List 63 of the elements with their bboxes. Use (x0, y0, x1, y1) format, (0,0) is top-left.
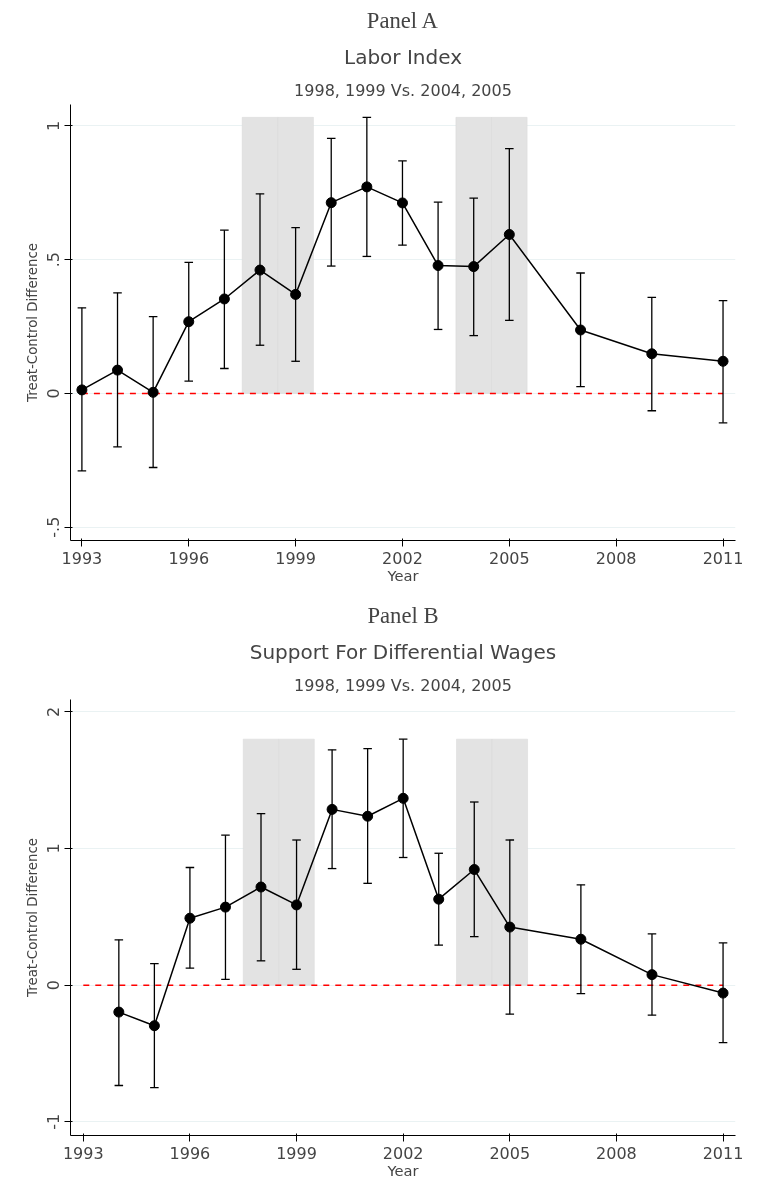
y-tick-label: 1 (44, 120, 64, 131)
x-tick-label: 2005 (488, 548, 530, 568)
x-tick-label: 1999 (276, 1143, 317, 1163)
point (717, 355, 729, 367)
x-tick-label: 2008 (595, 548, 637, 568)
y-axis-title: Treat-Control Difference (24, 838, 40, 998)
x-tick-label: 2008 (596, 1143, 637, 1163)
chart-subtitle: 1998, 1999 Vs. 2004, 2005 (294, 80, 512, 100)
point (468, 864, 480, 876)
point (290, 288, 302, 300)
point (646, 348, 658, 360)
text: Panel B (367, 602, 439, 628)
y-tick-label: 0 (44, 388, 64, 399)
y-tick-label: 2 (44, 706, 64, 717)
x-tick-label: 1996 (168, 548, 210, 568)
chart-title: Labor Index (344, 44, 463, 69)
x-tick-label: 1999 (275, 548, 316, 568)
point (717, 987, 729, 999)
point (291, 899, 303, 911)
point (362, 810, 374, 822)
point (504, 921, 516, 933)
point (219, 901, 231, 913)
chart-title: Support For Differential Wages (249, 639, 557, 664)
point (468, 261, 480, 273)
point (184, 912, 196, 924)
point (218, 293, 230, 305)
point (183, 316, 195, 328)
point (325, 197, 337, 209)
x-tick-label: 2011 (702, 1143, 744, 1163)
x-axis-title: Year (386, 566, 420, 584)
point (326, 803, 338, 815)
point (396, 197, 408, 209)
y-tick-label: 1 (44, 843, 64, 854)
y-tick-label: -1 (44, 1113, 64, 1130)
x-axis-title: Year (386, 1161, 420, 1179)
point (433, 893, 445, 905)
point (397, 792, 409, 804)
point (361, 181, 373, 193)
x-tick-label: 2011 (702, 548, 744, 568)
x-tick-label: 2002 (382, 1143, 424, 1163)
point (254, 264, 266, 276)
point (147, 386, 159, 398)
chart-subtitle: 1998, 1999 Vs. 2004, 2005 (294, 675, 512, 695)
x-tick-label: 1993 (61, 548, 103, 568)
point (113, 1006, 125, 1018)
y-tick-label: -.5 (44, 516, 64, 538)
point (76, 384, 88, 396)
y-tick-label: 0 (44, 980, 64, 991)
point (432, 260, 444, 272)
x-tick-label: 2002 (382, 548, 423, 568)
x-tick-label: 1996 (169, 1143, 211, 1163)
point (255, 881, 267, 893)
point (646, 969, 658, 981)
point (503, 229, 515, 240)
x-tick-label: 2005 (489, 1143, 531, 1163)
y-axis-title: Treat-Control Difference (24, 243, 40, 403)
point (148, 1020, 160, 1032)
point (575, 324, 587, 336)
x-tick-label: 1993 (62, 1143, 104, 1163)
point (575, 933, 587, 945)
text: Panel A (366, 7, 439, 33)
y-tick-label: .5 (44, 252, 64, 268)
point (112, 364, 124, 376)
